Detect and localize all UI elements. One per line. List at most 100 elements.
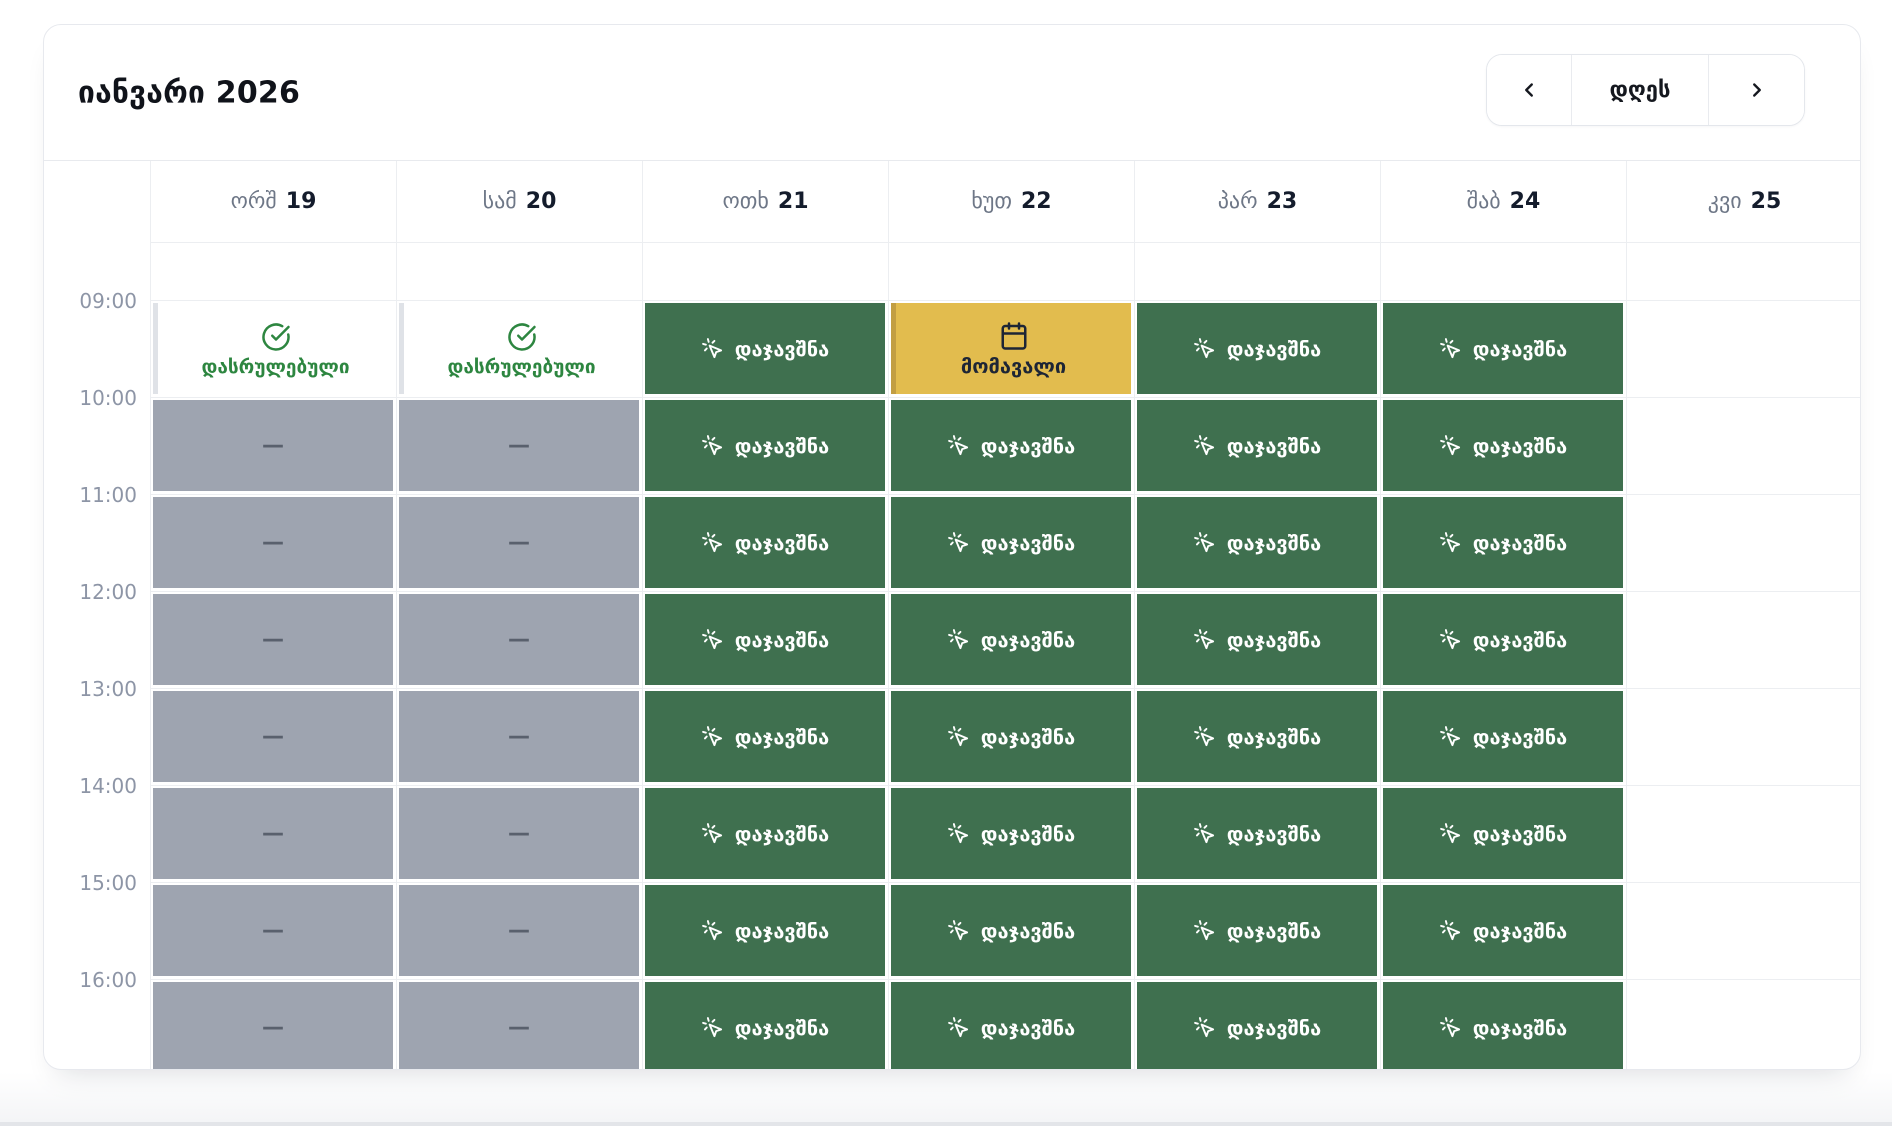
book-label: დაჯავშნა (980, 1015, 1076, 1040)
slot-cell: დაჯავშნა (1135, 592, 1381, 689)
slot-chip-book[interactable]: დაჯავშნა (645, 885, 885, 976)
click-cursor-icon (1439, 919, 1462, 942)
slot-chip-book[interactable]: დაჯავშნა (1137, 691, 1377, 782)
slot-chip-book[interactable]: დაჯავშნა (645, 497, 885, 588)
book-label: დაჯავშნა (734, 1015, 830, 1040)
day-header-21: ოთხ 21 (643, 161, 889, 243)
calendar-nav-group: დღეს (1486, 54, 1805, 126)
slot-chip-book[interactable]: დაჯავშნა (1137, 982, 1377, 1069)
slot-cell: დაჯავშნა (1381, 301, 1627, 398)
day-header-19: ორშ 19 (151, 161, 397, 243)
slot-chip-book[interactable]: დაჯავშნა (1137, 497, 1377, 588)
slot-chip-upcoming[interactable]: მომავალი (891, 303, 1131, 394)
book-label: დაჯავშნა (734, 724, 830, 749)
slot-chip-book[interactable]: დაჯავშნა (645, 400, 885, 491)
chevron-left-icon (1518, 79, 1540, 101)
slot-chip-book[interactable]: დაჯავშნა (891, 885, 1131, 976)
book-label: დაჯავშნა (1226, 336, 1322, 361)
slot-chip-book[interactable]: დაჯავშნა (1383, 885, 1623, 976)
slot-cell: დაჯავშნა (643, 689, 889, 786)
slot-cell: დაჯავშნა (1135, 883, 1381, 980)
book-label: დაჯავშნა (734, 918, 830, 943)
day-number: 19 (285, 189, 317, 214)
slot-cell (1627, 883, 1860, 980)
slot-cell: დაჯავშნა (889, 980, 1135, 1069)
slot-chip-book[interactable]: დაჯავშნა (1383, 788, 1623, 879)
click-cursor-icon (947, 919, 970, 942)
slot-cell: — (151, 689, 397, 786)
slot-chip-book[interactable]: დაჯავშნა (1137, 594, 1377, 685)
book-label: დაჯავშნა (980, 433, 1076, 458)
slot-cell: დაჯავშნა (1381, 398, 1627, 495)
slot-chip-book[interactable]: დაჯავშნა (891, 982, 1131, 1069)
spacer-cell (1627, 243, 1860, 301)
book-label: დაჯავშნა (980, 724, 1076, 749)
slot-chip-book[interactable]: დაჯავშნა (891, 788, 1131, 879)
slot-cell: დაჯავშნა (889, 495, 1135, 592)
slot-chip-book[interactable]: დაჯავშნა (645, 982, 885, 1069)
slot-cell: — (397, 786, 643, 883)
book-label: დაჯავშნა (1472, 1015, 1568, 1040)
book-label: დაჯავშნა (1226, 1015, 1322, 1040)
slot-chip-book[interactable]: დაჯავშნა (645, 303, 885, 394)
click-cursor-icon (1193, 628, 1216, 651)
slot-chip-book[interactable]: დაჯავშნა (1137, 788, 1377, 879)
slot-cell: დაჯავშნა (1135, 301, 1381, 398)
slot-chip-book[interactable]: დაჯავშნა (645, 788, 885, 879)
slot-cell: დაჯავშნა (889, 398, 1135, 495)
closed-dash: — (508, 1014, 530, 1040)
book-label: დაჯავშნა (980, 530, 1076, 555)
book-label: დაჯავშნა (980, 918, 1076, 943)
click-cursor-icon (701, 1016, 724, 1039)
book-label: დაჯავშნა (1472, 433, 1568, 458)
check-circle-icon (261, 322, 291, 352)
click-cursor-icon (947, 822, 970, 845)
slot-chip-book[interactable]: დაჯავშნა (891, 594, 1131, 685)
click-cursor-icon (701, 725, 724, 748)
book-label: დაჯავშნა (1472, 724, 1568, 749)
slot-chip-book[interactable]: დაჯავშნა (1383, 400, 1623, 491)
book-label: დაჯავშნა (734, 433, 830, 458)
slot-chip-book[interactable]: დაჯავშნა (891, 400, 1131, 491)
slot-chip-closed: — (399, 982, 639, 1069)
book-label: დაჯავშნა (1226, 918, 1322, 943)
calendar-header: იანვარი 2026 დღეს (44, 25, 1860, 161)
slot-chip-book[interactable]: დაჯავშნა (1383, 691, 1623, 782)
click-cursor-icon (701, 919, 724, 942)
slot-cell: — (151, 398, 397, 495)
next-week-button[interactable] (1709, 55, 1804, 125)
slot-chip-book[interactable]: დაჯავშნა (1383, 303, 1623, 394)
slot-chip-book[interactable]: დაჯავშნა (645, 594, 885, 685)
prev-week-button[interactable] (1487, 55, 1571, 125)
slot-chip-book[interactable]: დაჯავშნა (1137, 400, 1377, 491)
slot-chip-book[interactable]: დაჯავშნა (891, 497, 1131, 588)
slot-chip-book[interactable]: დაჯავშნა (1383, 594, 1623, 685)
slot-cell: დაჯავშნა (643, 883, 889, 980)
slot-cell (1627, 980, 1860, 1069)
slot-cell: დაჯავშნა (1381, 495, 1627, 592)
slot-chip-book[interactable]: დაჯავშნა (1383, 497, 1623, 588)
closed-dash: — (508, 917, 530, 943)
header-gutter (44, 161, 151, 243)
slot-cell: — (397, 495, 643, 592)
slot-cell: დაჯავშნა (1135, 495, 1381, 592)
day-number: 20 (525, 189, 557, 214)
slot-cell: — (397, 883, 643, 980)
time-label: 09:00 (79, 289, 137, 313)
today-button[interactable]: დღეს (1571, 55, 1709, 125)
slot-cell: დასრულებული (397, 301, 643, 398)
slot-cell: დაჯავშნა (643, 786, 889, 883)
slot-chip-completed: დასრულებული (153, 303, 393, 394)
closed-dash: — (508, 626, 530, 652)
spacer-gutter (44, 243, 151, 301)
slot-chip-book[interactable]: დაჯავშნა (1137, 303, 1377, 394)
slot-chip-book[interactable]: დაჯავშნა (1137, 885, 1377, 976)
slot-cell (1627, 689, 1860, 786)
slot-chip-book[interactable]: დაჯავშნა (891, 691, 1131, 782)
day-number: 21 (777, 189, 809, 214)
slot-cell (1627, 592, 1860, 689)
slot-chip-book[interactable]: დაჯავშნა (645, 691, 885, 782)
slot-cell: დაჯავშნა (1381, 689, 1627, 786)
slot-chip-book[interactable]: დაჯავშნა (1383, 982, 1623, 1069)
slot-cell (1627, 398, 1860, 495)
